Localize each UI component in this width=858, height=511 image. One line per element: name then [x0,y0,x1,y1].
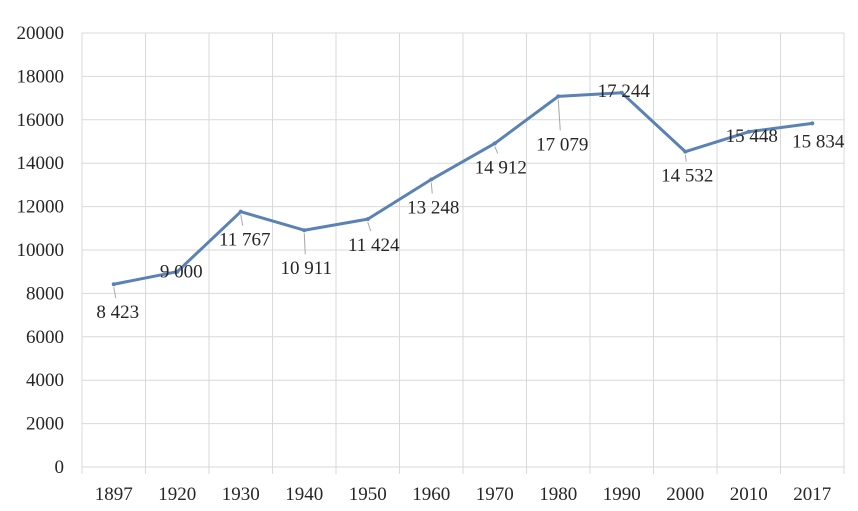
label-leader-line [240,214,244,226]
data-label: 15 834 [792,131,845,152]
y-tick-label: 10000 [17,240,65,261]
data-label: 17 244 [598,81,651,102]
data-point [175,269,180,274]
data-label: 14 912 [475,157,527,178]
label-leader-line [557,99,561,131]
label-leader-line [430,182,433,194]
data-point [429,177,434,182]
data-point [111,282,116,287]
data-label: 15 448 [726,126,778,147]
label-leader-line [494,146,499,154]
data-label: 11 424 [348,235,400,256]
data-label: 10 911 [280,258,332,279]
y-tick-label: 2000 [26,414,64,435]
x-tick-label: 1990 [603,484,641,505]
x-tick-label: 1897 [95,484,133,505]
x-tick-label: 1940 [285,484,323,505]
label-leader-line [303,233,306,255]
data-point [365,217,370,222]
y-tick-label: 12000 [17,197,65,218]
x-tick-label: 1960 [412,484,450,505]
x-tick-label: 1970 [476,484,514,505]
data-label: 13 248 [407,198,459,219]
data-labels: 8 423 9 000 11 767 10 911 11 424 13 248 14 912… [96,81,845,323]
data-point [810,121,815,126]
y-tick-label: 4000 [26,370,64,391]
y-tick-label: 0 [55,457,65,478]
x-tick-label: 1950 [349,484,387,505]
data-label: 8 423 [96,302,139,323]
x-tick-label: 2010 [730,484,768,505]
gridlines [81,32,845,474]
data-label: 9 000 [160,262,203,283]
y-tick-label: 6000 [26,327,64,348]
y-tick-label: 8000 [26,283,64,304]
label-leader-line [684,154,687,162]
label-leader-line [113,287,117,299]
data-point [683,149,688,154]
x-tick-label: 1980 [539,484,577,505]
data-point [619,90,624,95]
y-tick-label: 14000 [17,153,65,174]
data-point [746,129,751,134]
data-point [302,228,307,233]
leader-lines [113,99,687,299]
x-tick-label: 2017 [793,484,831,505]
data-label: 11 767 [219,230,271,251]
y-tick-label: 16000 [17,110,65,131]
x-tick-label: 1930 [222,484,260,505]
data-point [556,94,561,99]
x-axis: 1897 1920 1930 1940 1950 1960 1970 1980 1990 2000… [82,466,844,505]
data-label: 17 079 [536,134,588,155]
y-tick-label: 18000 [17,66,65,87]
data-point [238,209,243,214]
data-point [492,141,497,146]
y-axis: 0 2000 4000 6000 8000 10000 12000 14000 16000 180… [17,23,65,478]
series-line [112,91,814,286]
data-label: 14 532 [661,166,713,187]
x-tick-label: 2000 [666,484,704,505]
series-layer [111,90,815,287]
y-tick-label: 20000 [17,23,65,44]
label-leader-line [367,221,372,232]
x-tick-label: 1920 [158,484,196,505]
